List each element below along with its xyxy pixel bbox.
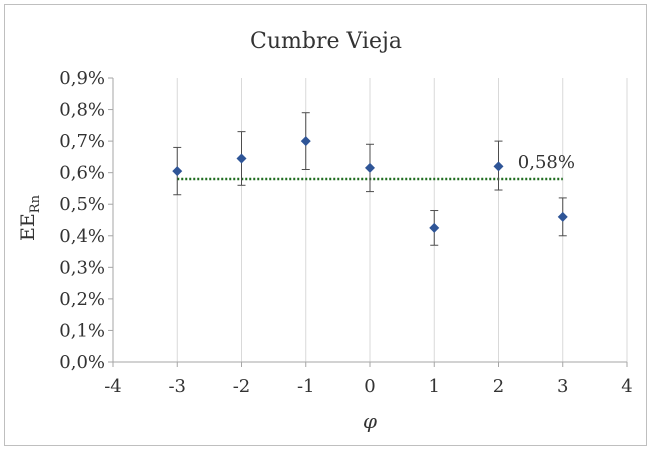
y-tick-label: 0,6% (59, 163, 105, 184)
x-tick-label: 2 (493, 376, 504, 397)
y-tick-label: 0,5% (59, 194, 105, 215)
x-tick-label: -3 (168, 376, 186, 397)
data-point (557, 211, 568, 222)
y-axis-label-subscript: Rn (28, 194, 43, 213)
x-tick-label: 3 (557, 376, 568, 397)
y-tick-label: 0,7% (59, 131, 105, 152)
grid-layer (112, 78, 628, 362)
data-point (236, 153, 247, 164)
axis-layer: -4 -3 -2 -1 0 1 2 3 4 0,0% 0,1% 0,2% 0,3% 0,4% 0,5% 0,6… (59, 68, 632, 397)
y-tick-label: 0,3% (59, 257, 105, 278)
x-tick-label: 1 (429, 376, 440, 397)
data-point (172, 166, 183, 177)
x-axis-label: φ (363, 409, 377, 433)
data-point (493, 161, 504, 172)
y-tick-label: 0,9% (59, 68, 105, 89)
chart-title: Cumbre Vieja (250, 29, 402, 54)
y-tick-label: 0,8% (59, 100, 105, 121)
y-tick-label: 0,2% (59, 289, 105, 310)
mean-line-label: 0,58% (518, 152, 575, 173)
data-point (429, 222, 440, 233)
x-tick-label: 4 (621, 376, 632, 397)
data-point (300, 136, 311, 147)
x-tick-label: -1 (297, 376, 315, 397)
mean-line-layer: 0,58% (177, 152, 575, 181)
x-tick-label: -2 (233, 376, 251, 397)
data-point-layer (172, 136, 568, 233)
y-axis-label: EERn (17, 194, 43, 241)
y-tick-label: 0,1% (59, 320, 105, 341)
y-axis-label-main: EE (17, 213, 39, 241)
y-tick-label: 0,4% (59, 226, 105, 247)
data-point (365, 162, 375, 173)
y-tick-label: 0,0% (59, 352, 105, 373)
x-tick-label: 0 (364, 376, 375, 397)
x-tick-label: -4 (104, 376, 122, 397)
